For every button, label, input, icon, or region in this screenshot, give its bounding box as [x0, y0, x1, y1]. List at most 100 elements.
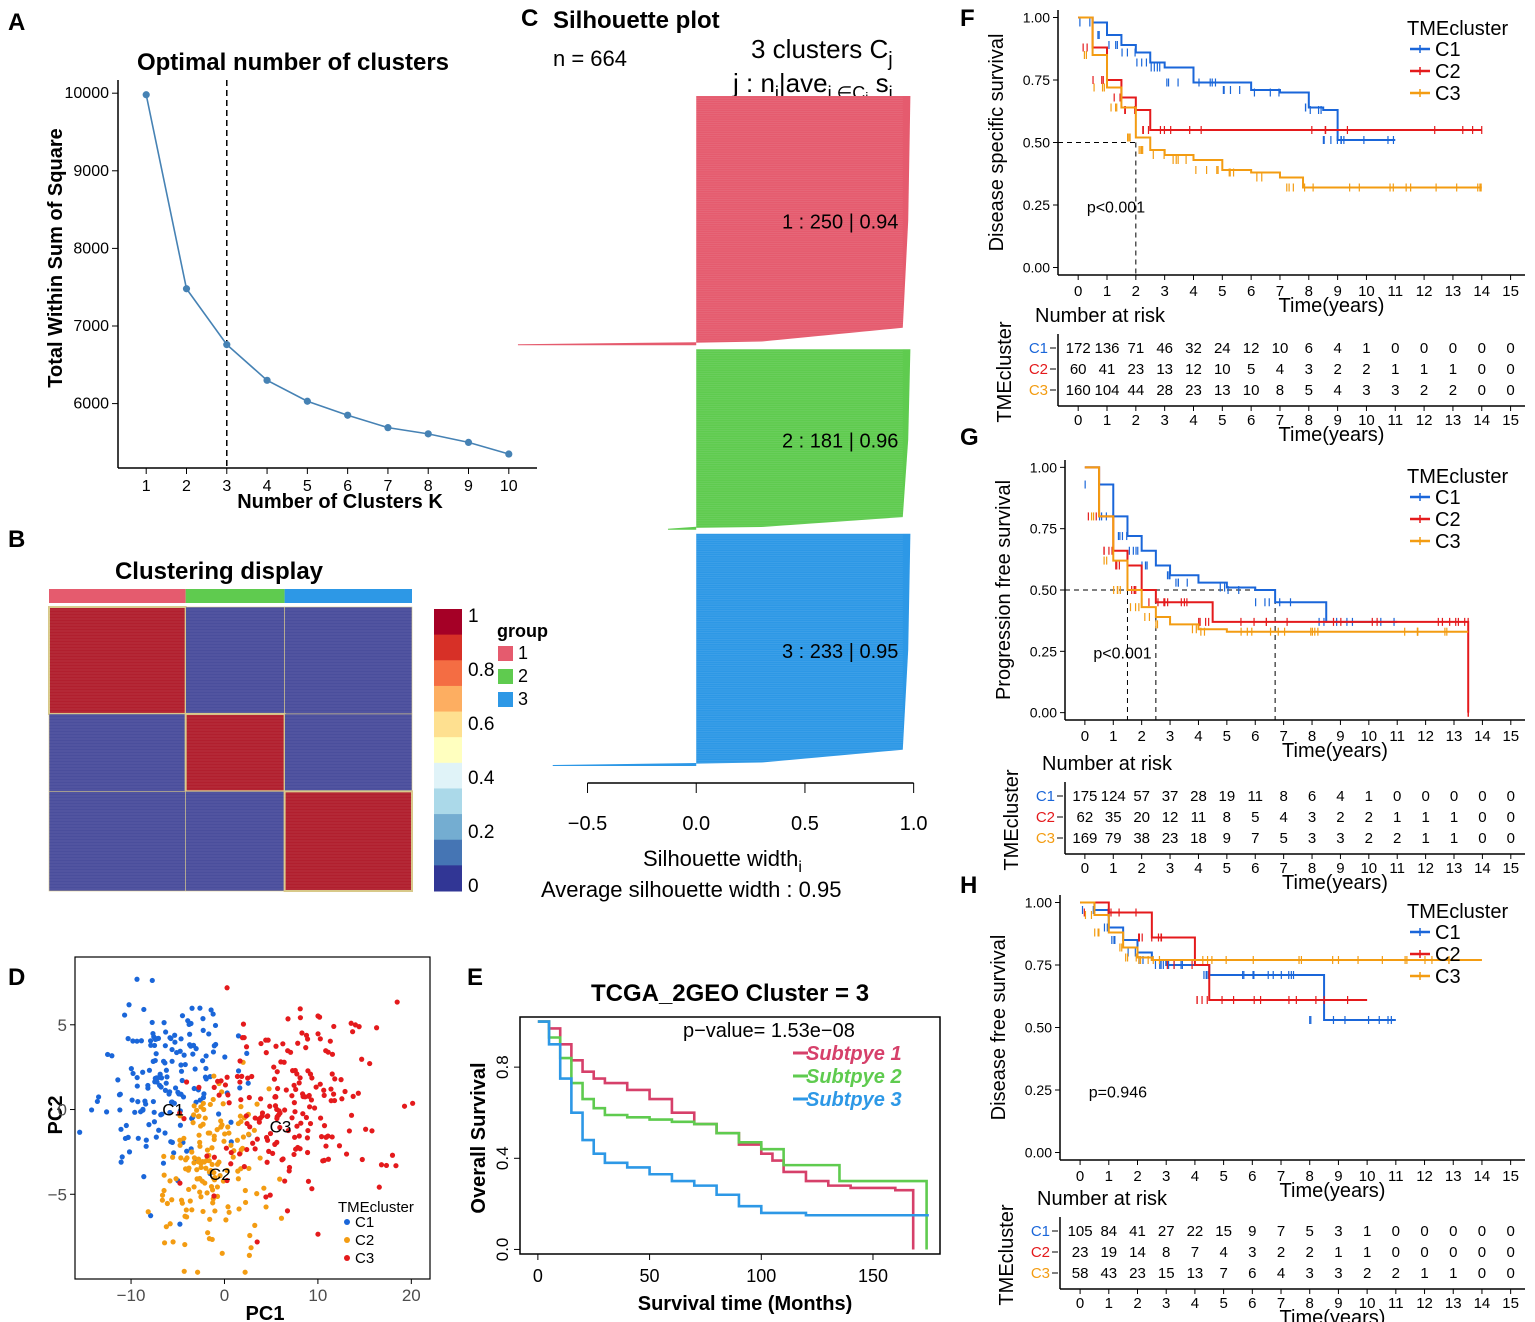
- pca-point: [205, 1230, 211, 1236]
- pca-point: [182, 1061, 188, 1068]
- pca-point: [206, 1158, 212, 1164]
- pca-point: [369, 1128, 375, 1134]
- km-x-tick-label: 3: [1166, 728, 1174, 745]
- pca-x-tick-label: 10: [308, 1286, 327, 1305]
- pca-point: [241, 1164, 247, 1170]
- pca-point: [329, 1134, 335, 1140]
- silhouette-cluster-label: 3 : 233 | 0.95: [782, 641, 898, 663]
- panel-label-g: G: [960, 424, 979, 451]
- pca-point: [367, 1060, 373, 1067]
- pca-point: [153, 1051, 159, 1057]
- risk-cell: 1: [1449, 1265, 1457, 1282]
- pca-point: [251, 1127, 257, 1133]
- pca-point: [363, 1126, 369, 1132]
- silhouette-col-header: j : nj|avei ∈Cj si: [732, 68, 893, 105]
- pca-point: [191, 1160, 197, 1166]
- km-y-tick-label: 1.00: [1023, 10, 1050, 26]
- pca-point: [263, 1134, 270, 1141]
- risk-cell: 172: [1066, 340, 1091, 357]
- risk-row-label: C3: [1036, 830, 1055, 847]
- km-x-tick-label: 12: [1416, 1168, 1433, 1185]
- pca-point: [162, 1130, 168, 1136]
- km-x-tick-label: 10: [1358, 283, 1375, 300]
- risk-cell: 23: [1072, 1244, 1089, 1261]
- elbow-x-tick-label: 10: [500, 478, 518, 495]
- elbow-y-tick-label: 7000: [73, 318, 109, 335]
- risk-strata-label: TMEcluster: [994, 321, 1016, 422]
- risk-cell: 23: [1162, 830, 1179, 847]
- silhouette-negative-bar: [517, 342, 697, 346]
- pca-point: [177, 1142, 183, 1148]
- elbow-point: [384, 424, 392, 432]
- risk-cell: 3: [1334, 1223, 1342, 1240]
- pca-point: [203, 1053, 209, 1059]
- km-x-tick-label: 13: [1446, 728, 1463, 745]
- pca-point: [212, 1022, 219, 1029]
- pca-point: [297, 1015, 304, 1021]
- risk-x-tick-label: 4: [1191, 1295, 1199, 1312]
- pca-point: [300, 1111, 306, 1117]
- pca-point: [223, 1145, 229, 1151]
- km-x-tick-label: 10: [1359, 1168, 1376, 1185]
- risk-cell: 1: [1421, 830, 1429, 847]
- elbow-point: [344, 411, 352, 419]
- os-frame: [519, 1016, 941, 1255]
- risk-cell: 15: [1158, 1265, 1175, 1282]
- risk-x-tick-label: 11: [1389, 860, 1405, 877]
- risk-x-tick-label: 4: [1189, 412, 1197, 429]
- pca-point: [346, 1128, 352, 1134]
- risk-cell: 14: [1129, 1244, 1146, 1261]
- pca-point: [317, 1081, 323, 1087]
- pca-point: [311, 1105, 318, 1111]
- risk-cell: 8: [1276, 382, 1284, 399]
- km-curve: [1080, 901, 1482, 961]
- risk-cell: 1: [1365, 788, 1373, 805]
- pca-point: [245, 1080, 251, 1086]
- pca-point: [315, 1031, 321, 1037]
- silhouette-x-tick-label: −0.5: [568, 813, 607, 835]
- pca-point: [293, 1086, 299, 1093]
- pca-point: [220, 1101, 226, 1107]
- panel-label-d: D: [8, 964, 25, 991]
- pca-y-tick-label: −5: [48, 1185, 67, 1204]
- pca-point: [161, 1172, 167, 1178]
- pca-point: [342, 1088, 348, 1095]
- pca-point: [143, 1101, 149, 1107]
- pca-point: [277, 1176, 283, 1182]
- pca-legend-label: C1: [355, 1214, 374, 1231]
- elbow-x-tick-label: 4: [263, 478, 272, 495]
- km-x-tick-label: 15: [1502, 1168, 1519, 1185]
- heatmap-block: [184, 712, 286, 793]
- km-y-tick-label: 0.75: [1023, 72, 1050, 88]
- colorbar-cell: [434, 685, 462, 713]
- risk-cell: 3: [1362, 382, 1370, 399]
- risk-cell: 0: [1392, 1244, 1400, 1261]
- overall-survival-chart: TCGA_2GEO Cluster = 3 p−value= 1.53e−08 …: [468, 980, 941, 1315]
- km-x-tick-label: 3: [1160, 283, 1168, 300]
- risk-table-title: Number at risk: [1037, 1188, 1168, 1210]
- risk-x-tick-label: 5: [1219, 1295, 1227, 1312]
- pca-point: [394, 999, 400, 1005]
- elbow-point: [142, 91, 150, 99]
- pca-point: [172, 1032, 178, 1038]
- pca-point: [265, 1037, 271, 1043]
- risk-cell: 0: [1506, 361, 1514, 378]
- pca-point: [263, 1204, 269, 1210]
- pca-point: [184, 1214, 190, 1220]
- pca-point: [218, 1118, 224, 1124]
- pca-point: [373, 1025, 380, 1031]
- risk-cell: 11: [1191, 809, 1207, 826]
- heatmap-block: [48, 713, 186, 792]
- pca-point: [236, 1206, 242, 1212]
- pca-point: [169, 1046, 175, 1053]
- risk-x-tick-label: 0: [1076, 1295, 1084, 1312]
- pca-point: [221, 1138, 227, 1144]
- os-y-tick-label: 0.4: [493, 1146, 512, 1170]
- km-x-tick-label: 2: [1132, 283, 1140, 300]
- pca-point: [207, 1130, 213, 1136]
- colorbar-tick-label: 0.8: [468, 660, 494, 681]
- pca-point: [216, 1111, 222, 1117]
- risk-cell: 1: [1420, 1265, 1428, 1282]
- pca-point: [103, 1109, 110, 1115]
- risk-cell: 27: [1158, 1223, 1175, 1240]
